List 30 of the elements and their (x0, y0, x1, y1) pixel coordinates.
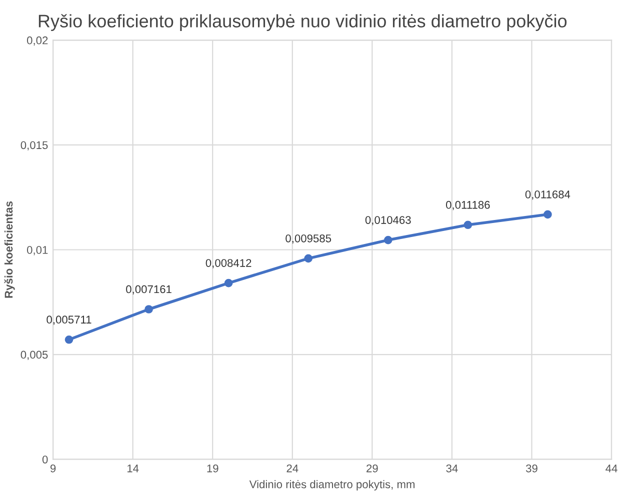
x-tick-label: 39 (526, 464, 538, 472)
data-label: 0,011186 (446, 200, 490, 210)
data-label: 0,011684 (525, 190, 570, 200)
x-tick-label: 9 (50, 464, 56, 472)
x-tick-label: 14 (127, 464, 139, 472)
y-tick-label: 0,02 (26, 36, 48, 46)
point (384, 236, 392, 244)
x-tick-label: 19 (207, 464, 218, 472)
point (144, 305, 153, 314)
data-label: 0,007161 (126, 285, 172, 294)
point (64, 335, 74, 344)
x-tick-label: 29 (366, 464, 378, 472)
point (464, 220, 472, 230)
y-tick-label: 0 (42, 456, 48, 464)
point (224, 278, 233, 288)
y-axis-title: Ryšio koeficientas (4, 201, 15, 298)
x-tick-label: 24 (286, 464, 298, 472)
data-label: 0,005711 (46, 316, 92, 325)
y-tick-label: 0,015 (20, 141, 48, 150)
data-label: 0,010463 (365, 216, 411, 226)
y-tick-label: 0,005 (20, 350, 48, 360)
point (304, 254, 313, 263)
y-tick-label: 0,01 (26, 246, 48, 256)
data-label: 0,008412 (206, 259, 252, 268)
data-label: 0,009585 (286, 234, 332, 244)
chart-title: Ryšio koeficiento priklausomybė nuo vidinio ritės diametro pokyčio (38, 14, 567, 32)
x-tick-label: 44 (606, 464, 618, 472)
x-tick-label: 34 (446, 464, 458, 472)
point (544, 210, 552, 219)
x-axis-title: Vidinio ritės diametro pokytis, mm (249, 480, 415, 490)
